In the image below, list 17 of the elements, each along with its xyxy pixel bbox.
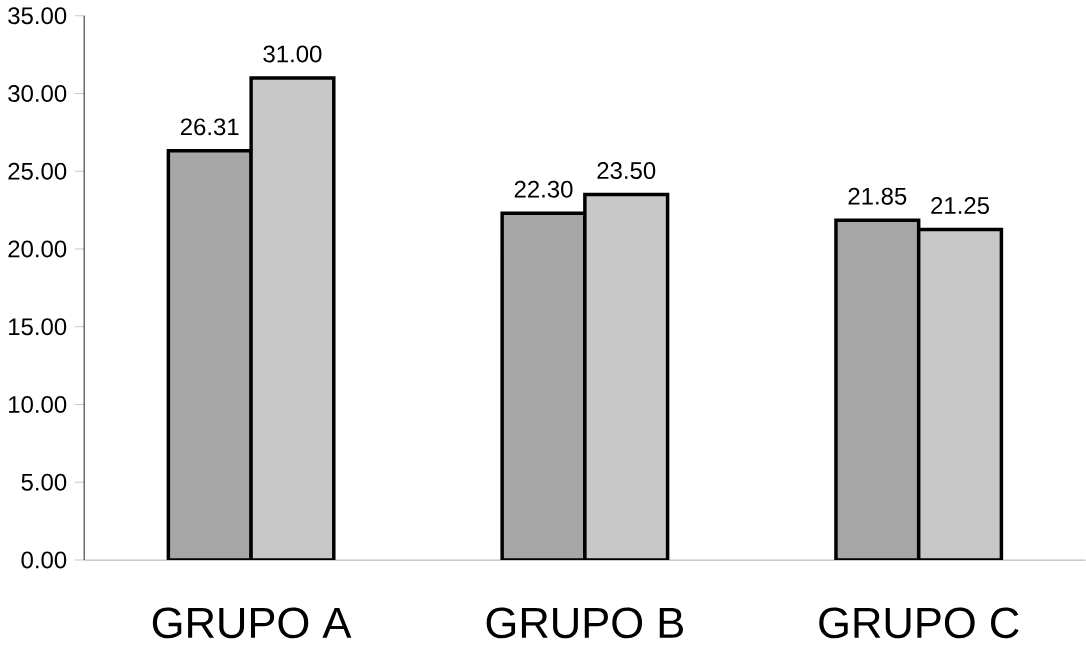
y-tick-label: 5.00	[21, 474, 67, 491]
data-label: 21.25	[931, 197, 989, 215]
data-label: 23.50	[597, 162, 656, 180]
data-label: 21.85	[848, 187, 907, 205]
y-tick-label: 30.00	[8, 85, 67, 103]
y-tick-label: 20.00	[8, 240, 67, 258]
x-tick-label: GRUPO B	[486, 607, 683, 639]
y-tick-label: 10.00	[9, 396, 67, 414]
y-tick-label: 25.00	[8, 163, 67, 180]
x-tick-label: GRUPO A	[152, 607, 352, 639]
x-tick-label: GRUPO C	[819, 607, 1019, 639]
data-label: 22.30	[514, 180, 573, 198]
y-tick-label: 15.00	[9, 318, 67, 336]
data-label: 31.00	[263, 45, 322, 63]
y-tick-label: 35.00	[8, 7, 67, 25]
data-label: 26.31	[180, 118, 239, 136]
y-tick-label: 0.00	[21, 551, 67, 569]
